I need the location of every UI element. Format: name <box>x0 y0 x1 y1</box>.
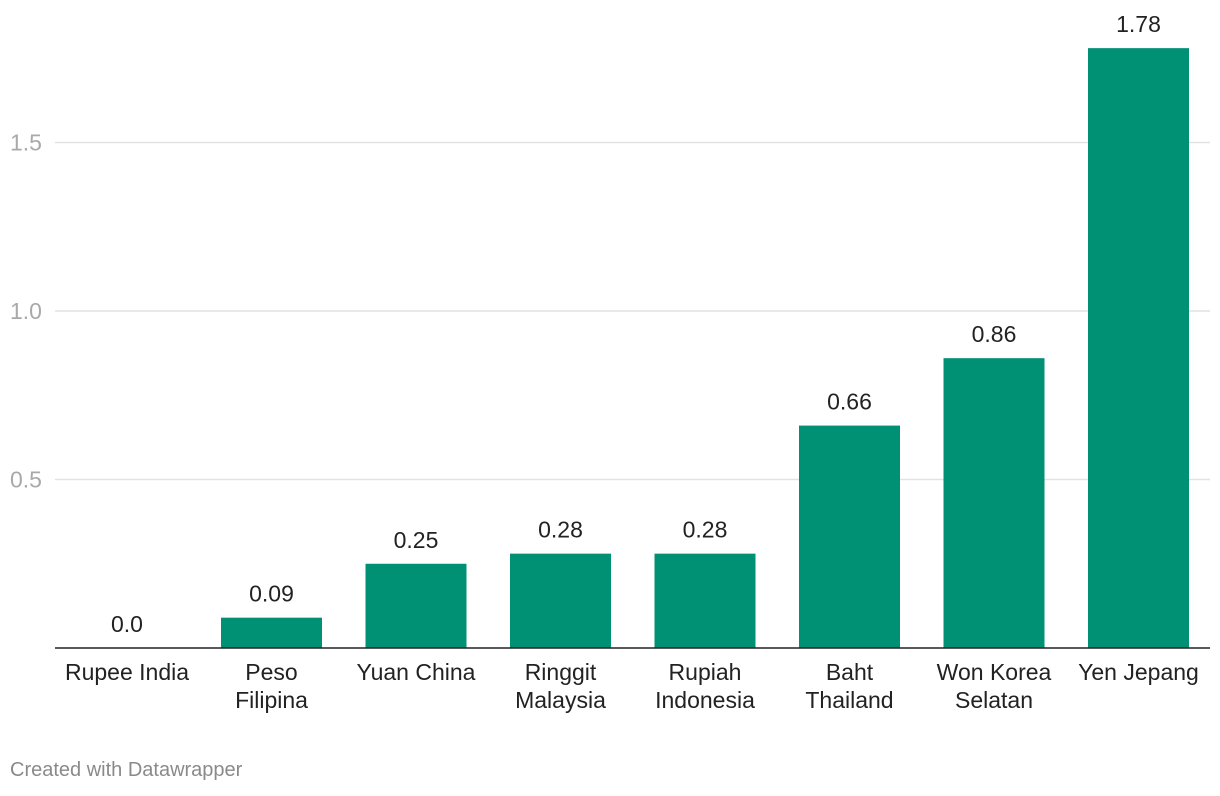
category-label-line: Filipina <box>235 687 308 713</box>
value-label: 0.0 <box>111 611 143 637</box>
bar <box>654 553 756 648</box>
category-label-line: Yen Jepang <box>1078 659 1199 685</box>
bar <box>1088 48 1189 648</box>
category-label-line: Baht <box>826 659 874 685</box>
value-label: 1.78 <box>1116 11 1161 37</box>
y-tick-label: 1.0 <box>10 298 42 324</box>
category-label-line: Thailand <box>805 687 893 713</box>
category-label-line: Selatan <box>955 687 1033 713</box>
value-label: 0.09 <box>249 581 294 607</box>
category-label-line: Yuan China <box>357 659 476 685</box>
category-label: Baht Thailand <box>805 659 893 713</box>
bar <box>221 617 322 648</box>
credit-text: Created with Datawrapper <box>10 759 243 781</box>
value-labels: 0.0 0.09 0.25 0.28 0.28 0.66 0.86 1.78 <box>111 11 1161 637</box>
value-label: 0.28 <box>683 517 728 543</box>
value-label: 0.66 <box>827 389 872 415</box>
bar <box>943 358 1045 648</box>
category-label: Rupiah Indonesia <box>655 659 755 713</box>
category-label-line: Rupiah <box>669 659 742 685</box>
value-label: 0.86 <box>972 321 1017 347</box>
category-label-line: Won Korea <box>937 659 1052 685</box>
category-label: Yuan China <box>357 659 476 685</box>
category-label-line: Malaysia <box>515 687 606 713</box>
category-label: Won Korea Selatan <box>937 659 1052 713</box>
value-label: 0.25 <box>394 527 439 553</box>
category-label-line: Rupee India <box>65 659 189 685</box>
bar <box>365 563 467 648</box>
category-label: Peso Filipina <box>235 659 308 713</box>
category-label-line: Peso <box>245 659 297 685</box>
x-axis-labels: Rupee India Peso Filipina Yuan China Ringgit… <box>65 659 1199 713</box>
category-label: Ringgit Malaysia <box>515 659 606 713</box>
bar <box>510 553 611 648</box>
y-tick-label: 0.5 <box>10 467 42 493</box>
category-label-line: Indonesia <box>655 687 755 713</box>
bar <box>799 425 900 648</box>
value-label: 0.28 <box>538 517 583 543</box>
category-label: Yen Jepang <box>1078 659 1199 685</box>
category-label-line: Ringgit <box>525 659 597 685</box>
category-label: Rupee India <box>65 659 189 685</box>
y-tick-label: 1.5 <box>10 130 42 156</box>
bars <box>221 48 1189 648</box>
